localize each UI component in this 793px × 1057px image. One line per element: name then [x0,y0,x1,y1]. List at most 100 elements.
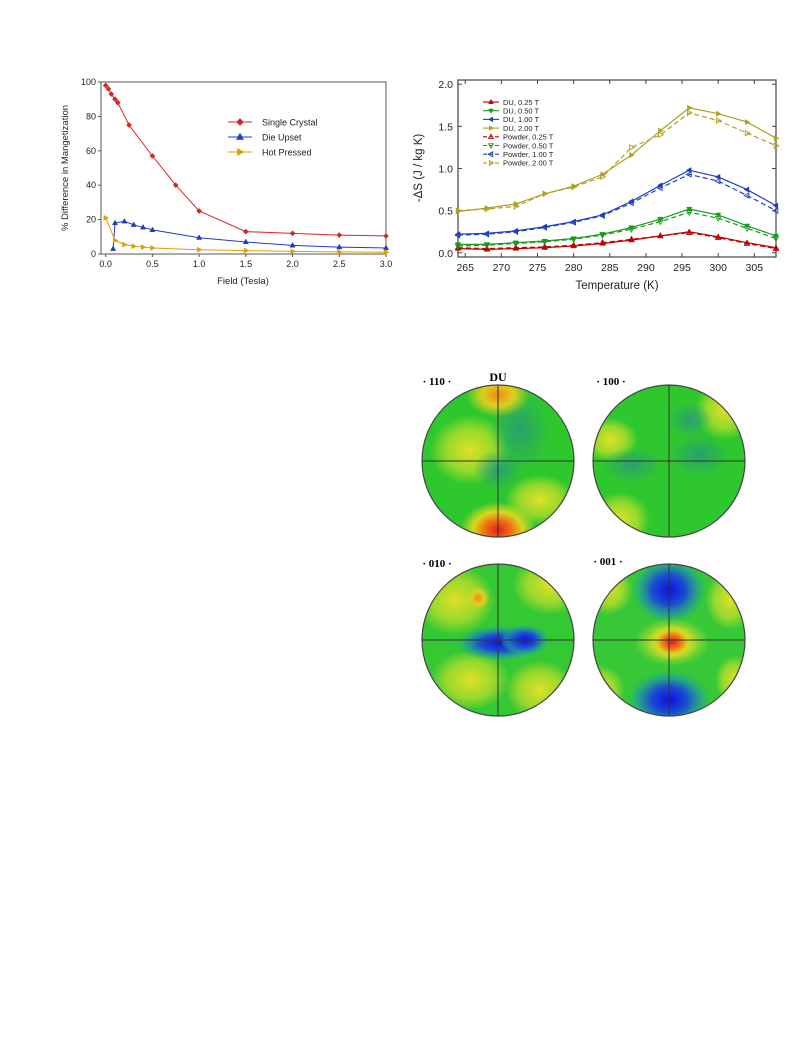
chart2-plot-frame [457,79,777,258]
chart2-data-point [599,232,606,239]
chart2-data-point [714,177,721,185]
chart2-series-line-1 [458,208,777,245]
chart2-data-point [743,226,751,233]
chart2-x-tick-label: 285 [601,262,619,274]
chart2-legend-marker [488,98,494,104]
chart2-data-point [772,236,780,243]
chart2-legend-marker [488,159,495,167]
chart2-data-point [483,230,490,238]
chart2-data-point [658,131,665,139]
chart2-data-point [483,244,491,251]
chart1-y-tick-label: 20 [86,215,96,225]
chart1-data-point [130,221,137,227]
chart2-x-tick-label: 305 [746,262,764,274]
chart2-data-point [628,235,635,242]
chart2-x-tick-label: 295 [673,262,691,274]
chart1-data-point [242,238,249,245]
chart1-data-point [383,232,389,239]
magnetization-difference-chart: 0.0 0.5 1.0 1.5 2.0 2.5 3.0 0 20 40 60 80 100 Single… [60,77,393,287]
chart2-data-point [658,127,664,134]
chart2-data-point [687,104,693,111]
chart1-data-point [196,208,203,214]
chart2-legend-label: Powder, 1.00 T [503,150,554,159]
chart1-x-tick-label: 2.0 [286,259,299,269]
chart1-data-point [289,242,296,248]
chart1-data-point [242,228,249,235]
chart2-data-point [512,243,520,250]
chart1-x-tick-label: 0.0 [99,259,112,269]
chart2-y-tick-label: 0.0 [438,248,453,260]
chart1-data-point [131,243,138,250]
chart2-data-point [685,167,692,174]
chart1-data-point [102,82,109,89]
chart2-y-axis-label: -ΔS (J / kg K) [413,134,425,203]
chart1-data-point [383,249,390,256]
entropy-change-chart: 265 270 275 280 285 290 295 300 305 0.0 0.5 1.0 1.5 2… [413,79,780,292]
chart1-legend-label: Die Upset [262,133,302,143]
chart2-data-point [571,183,578,191]
chart1-data-point [336,232,343,239]
chart2-data-point [656,184,663,192]
chart2-data-point [627,199,634,207]
chart2-y-tick-label: 1.5 [438,121,453,133]
chart1-x-tick-label: 1.5 [240,259,253,269]
chart2-data-point [743,186,750,193]
chart2-legend-label: DU, 1.00 T [503,115,540,124]
chart1-data-point [197,246,203,253]
chart1-data-point [121,217,128,224]
chart2-series-line-2 [457,169,777,235]
chart1-data-point [105,85,112,92]
chart2-data-point [513,203,520,210]
chart2-data-point [715,212,722,219]
chart1-data-point [108,91,115,97]
chart2-legend-marker [487,143,495,150]
chart1-data-point [140,244,147,251]
chart1-data-point [243,247,250,254]
chart2-data-point [686,206,693,213]
chart2-data-point [745,119,751,126]
chart1-data-point [196,234,203,240]
chart1-legend-label: Single Crystal [262,118,318,128]
pole-figure-110: · 110 · DU [421,370,575,538]
chart1-y-tick-label: 80 [86,111,96,121]
chart2-x-axis-label: Temperature (K) [575,280,658,292]
pole-figure-110-label: · 110 · [423,376,452,388]
chart2-data-point [483,242,491,249]
chart1-legend-marker [237,147,245,157]
pole-figure-010-label: · 010 · [422,558,451,570]
chart2-data-point [454,231,461,239]
chart2-data-point [600,173,607,181]
chart2-data-point [772,207,779,215]
chart1-data-point [111,219,119,226]
chart2-series-line-4 [457,231,777,250]
chart1-data-point [126,122,132,128]
chart2-data-point [454,243,462,250]
chart1-data-point [149,153,156,159]
chart1-data-point [112,237,119,244]
chart2-data-point [743,239,751,246]
pole-figure-001: · 001 · [592,556,746,717]
chart2-legend-marker [487,151,494,158]
chart2-data-point [715,117,722,124]
chart2-x-tick-label: 280 [565,262,583,274]
chart2-x-tick-label: 265 [456,262,474,274]
chart1-data-point [103,214,110,221]
chart2-data-point [512,228,519,236]
chart2-data-point [540,224,547,231]
chart1-legend-marker [236,118,244,126]
chart2-x-tick-label: 290 [637,262,655,274]
chart2-legend-label: DU, 0.25 T [503,98,540,107]
chart2-x-tick-label: 270 [493,262,511,274]
chart1-x-tick-label: 3.0 [380,259,393,269]
chart2-data-point [714,215,722,223]
chart1-data-point [149,226,156,232]
chart2-legend-label: Powder, 0.25 T [503,133,554,142]
chart2-x-tick-label: 275 [529,262,547,274]
chart2-data-point [484,205,491,213]
chart2-data-point [569,219,576,226]
chart2-legend-label: DU, 0.50 T [503,107,540,116]
chart2-data-point [628,225,635,231]
chart2-series-line-7 [457,112,777,212]
chart1-y-tick-label: 100 [81,77,96,87]
